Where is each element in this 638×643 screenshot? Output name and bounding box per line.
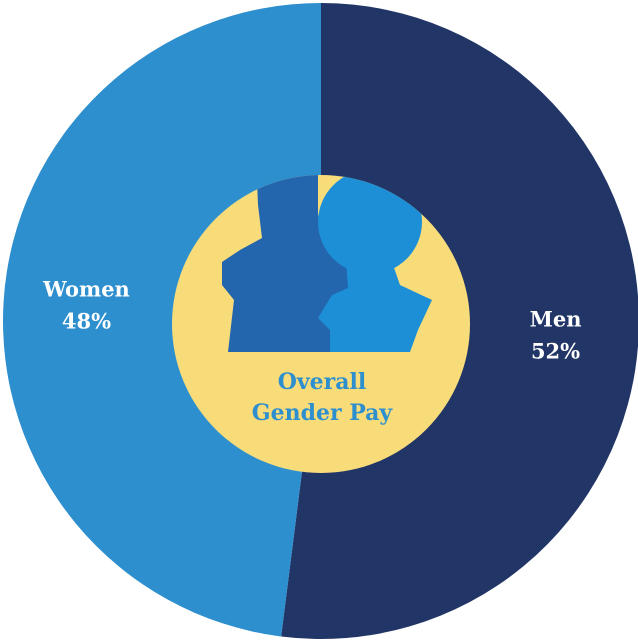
- center-label: Overall: [278, 369, 367, 395]
- slice-value-label: 52%: [531, 338, 580, 363]
- slice-category: Men: [530, 306, 582, 331]
- center-label: Gender Pay: [252, 400, 394, 426]
- chart: Overall Gender Pay Men 52% Women 48%: [0, 0, 638, 643]
- page: Overall Gender Pay Men52%Women48% (() =>…: [0, 0, 638, 643]
- slice-category: Women: [42, 277, 130, 302]
- slice-value-label: 48%: [62, 309, 111, 334]
